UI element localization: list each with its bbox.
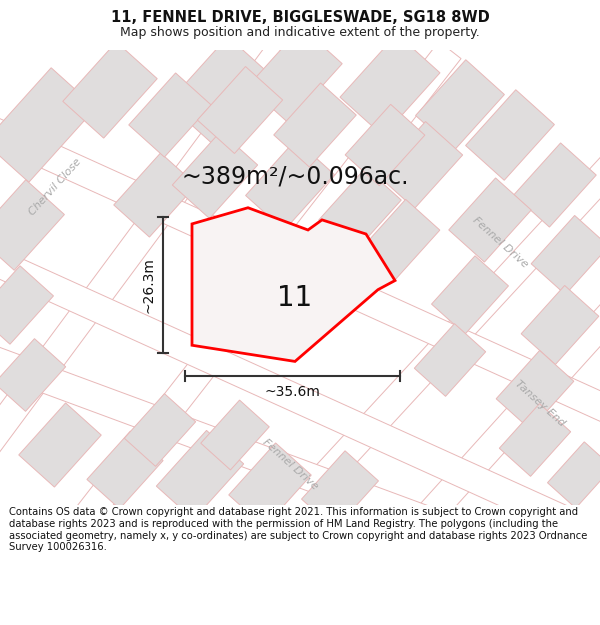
Polygon shape [0, 242, 600, 558]
Polygon shape [521, 286, 599, 364]
Polygon shape [167, 36, 272, 144]
Polygon shape [431, 256, 508, 334]
Text: Map shows position and indicative extent of the property.: Map shows position and indicative extent… [120, 26, 480, 39]
Text: Fennel Drive: Fennel Drive [470, 215, 530, 269]
Polygon shape [69, 41, 461, 534]
Polygon shape [63, 42, 157, 138]
Polygon shape [360, 199, 440, 281]
Text: ~35.6m: ~35.6m [265, 384, 320, 399]
Polygon shape [124, 394, 196, 466]
Polygon shape [496, 351, 574, 429]
Polygon shape [129, 73, 211, 157]
Polygon shape [410, 206, 600, 534]
Text: Fennel Drive: Fennel Drive [260, 438, 320, 492]
Polygon shape [201, 400, 269, 470]
Polygon shape [499, 404, 571, 476]
Text: ~389m²/~0.096ac.: ~389m²/~0.096ac. [181, 164, 409, 188]
Polygon shape [416, 60, 505, 150]
Polygon shape [415, 324, 485, 396]
Polygon shape [172, 131, 257, 219]
Text: Contains OS data © Crown copyright and database right 2021. This information is : Contains OS data © Crown copyright and d… [9, 508, 587, 552]
Polygon shape [340, 34, 440, 136]
Polygon shape [19, 403, 101, 487]
Polygon shape [192, 208, 395, 361]
Text: 11, FENNEL DRIVE, BIGGLESWADE, SG18 8WD: 11, FENNEL DRIVE, BIGGLESWADE, SG18 8WD [110, 10, 490, 25]
Text: Tansey End: Tansey End [513, 379, 567, 429]
Polygon shape [248, 27, 342, 123]
Polygon shape [449, 178, 531, 262]
Polygon shape [377, 121, 463, 209]
Text: ~26.3m: ~26.3m [142, 257, 156, 313]
Polygon shape [0, 68, 96, 182]
Polygon shape [197, 66, 283, 154]
Polygon shape [157, 431, 244, 519]
Polygon shape [229, 443, 311, 527]
Polygon shape [114, 153, 196, 237]
Polygon shape [274, 83, 356, 167]
Text: 11: 11 [277, 284, 313, 312]
Polygon shape [531, 216, 600, 294]
Polygon shape [302, 451, 379, 529]
Polygon shape [514, 143, 596, 227]
Polygon shape [319, 168, 401, 252]
Polygon shape [466, 90, 554, 180]
Polygon shape [0, 342, 445, 538]
Polygon shape [270, 126, 600, 534]
Polygon shape [0, 180, 64, 270]
Text: Chervil Close: Chervil Close [27, 156, 83, 217]
Polygon shape [87, 431, 163, 509]
Polygon shape [0, 339, 65, 411]
Polygon shape [345, 104, 425, 186]
Polygon shape [0, 112, 600, 428]
Polygon shape [0, 266, 53, 344]
Polygon shape [245, 140, 334, 230]
Polygon shape [0, 42, 291, 463]
Polygon shape [547, 442, 600, 508]
